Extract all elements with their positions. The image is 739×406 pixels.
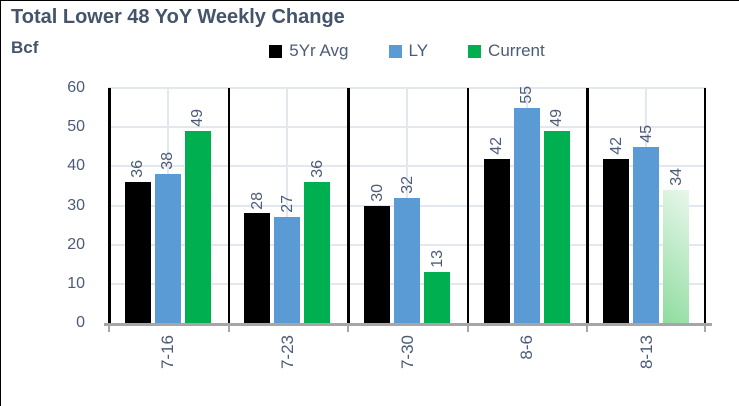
bar-value-label: 32 (398, 175, 416, 194)
bar-ly-7-23 (274, 217, 301, 323)
bar-value-label: 49 (548, 109, 566, 128)
x-axis-label: 7-30 (397, 335, 417, 370)
legend-swatch-5yr-avg (269, 44, 283, 58)
legend-swatch-ly (388, 44, 402, 58)
x-axis-tick (108, 323, 110, 332)
y-axis-unit-label: Bcf (11, 38, 39, 57)
bar-value-label: 27 (278, 195, 296, 214)
group-separator-line (586, 88, 589, 323)
x-axis-label: 7-16 (158, 335, 178, 370)
bar-value-label: 36 (129, 160, 147, 178)
x-axis-tick (347, 323, 350, 332)
bar-value-label: 49 (189, 109, 207, 128)
y-axis-label: 60 (67, 79, 85, 96)
bar-value-label: 28 (248, 191, 266, 210)
group-separator-line (347, 88, 350, 323)
bar-value-label: 55 (518, 85, 536, 104)
bar-value-label: 13 (428, 250, 446, 269)
bar-ly-7-16 (154, 174, 181, 323)
bar-value-label: 30 (368, 183, 386, 202)
x-axis-label: 7-23 (277, 335, 297, 370)
group-separator-line (108, 88, 111, 323)
y-axis-label: 0 (76, 314, 85, 331)
legend-item-ly: LY (388, 41, 429, 61)
bar-ly-8-13 (633, 146, 660, 323)
legend-label: 5Yr Avg (289, 41, 349, 60)
legend-item-current: Current (468, 41, 545, 61)
bar-current-8-13 (663, 189, 690, 323)
bar-value-label: 36 (308, 160, 326, 178)
legend: 5Yr Avg LY Current (108, 41, 706, 61)
legend-label: LY (408, 41, 429, 60)
bar-current-7-23 (304, 182, 331, 323)
bar-value-label: 34 (667, 168, 685, 186)
bar-current-7-16 (184, 131, 211, 323)
bar-value-label: 42 (488, 136, 506, 155)
x-axis-label: 8-6 (517, 335, 537, 360)
x-axis-tick (586, 323, 589, 332)
bar-5yr-avg-7-23 (244, 213, 271, 323)
bar-current-7-30 (424, 272, 450, 323)
y-axis-label: 10 (67, 274, 85, 292)
x-axis-line (104, 323, 712, 326)
bar-value-label: 42 (607, 136, 625, 155)
bar-5yr-avg-7-30 (364, 205, 390, 323)
bar-value-label: 45 (637, 124, 655, 143)
legend-label: Current (488, 41, 545, 60)
legend-swatch-current (468, 44, 482, 58)
bar-value-label: 38 (159, 152, 177, 171)
x-axis-label: 8-13 (636, 335, 656, 370)
y-axis-label: 30 (67, 196, 85, 214)
legend-item-5yr-avg: 5Yr Avg (269, 41, 349, 61)
y-axis-label: 40 (67, 157, 85, 175)
y-axis-label: 50 (67, 118, 85, 136)
bar-current-8-6 (543, 131, 570, 323)
group-separator-line (703, 88, 706, 323)
x-axis-tick (704, 323, 706, 332)
bar-5yr-avg-8-13 (603, 158, 630, 323)
x-axis-tick (466, 323, 469, 332)
bar-5yr-avg-7-16 (124, 182, 151, 323)
group-separator-line (227, 88, 231, 323)
bar-5yr-avg-8-6 (483, 158, 510, 323)
gridline-vertical (286, 88, 289, 323)
plot-area: 36 28 30 42 42 38 27 32 55 45 49 36 13 49 34 (108, 85, 706, 323)
x-axis-tick (227, 323, 230, 332)
group-separator-line (466, 88, 470, 323)
bar-ly-7-30 (394, 197, 420, 323)
y-axis-label: 20 (67, 235, 85, 253)
chart-title: Total Lower 48 YoY Weekly Change (11, 6, 345, 28)
bar-ly-8-6 (513, 107, 540, 323)
